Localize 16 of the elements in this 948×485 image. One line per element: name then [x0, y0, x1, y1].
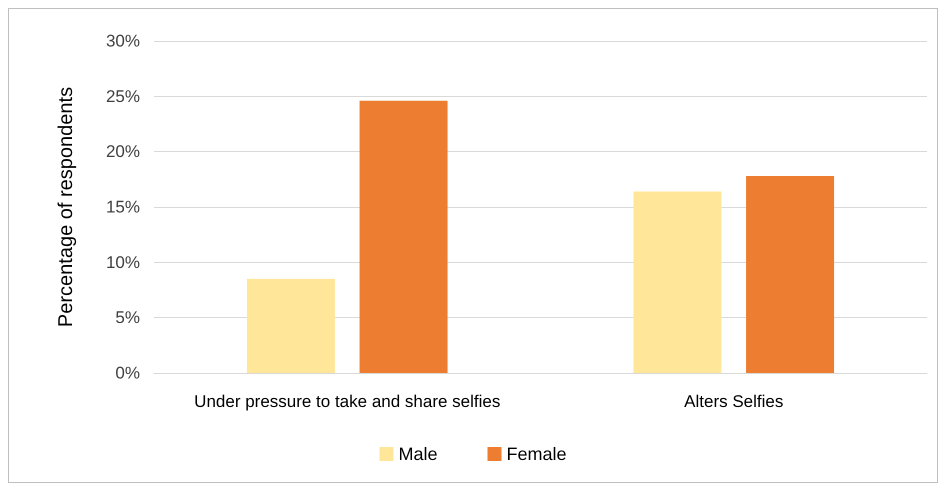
y-tick-label: 30% [106, 32, 140, 50]
bar [746, 176, 834, 373]
y-tick-label: 0% [115, 364, 140, 382]
y-tick-label: 25% [106, 86, 140, 106]
y-tick-label: 15% [106, 198, 140, 216]
legend-label: Female [506, 444, 567, 464]
x-tick-label: Under pressure to take and share selfies [194, 392, 500, 411]
legend-label: Male [398, 444, 438, 464]
y-tick-label: 5% [115, 308, 140, 328]
bar [246, 278, 335, 373]
y-tick-label: 20% [106, 142, 140, 162]
bar [633, 192, 722, 373]
y-tick-label: 10% [106, 252, 140, 272]
y-axis-title: Percentage of respondents [55, 86, 77, 328]
x-tick-label: Alters Selfies [684, 392, 784, 411]
bar [360, 100, 448, 373]
